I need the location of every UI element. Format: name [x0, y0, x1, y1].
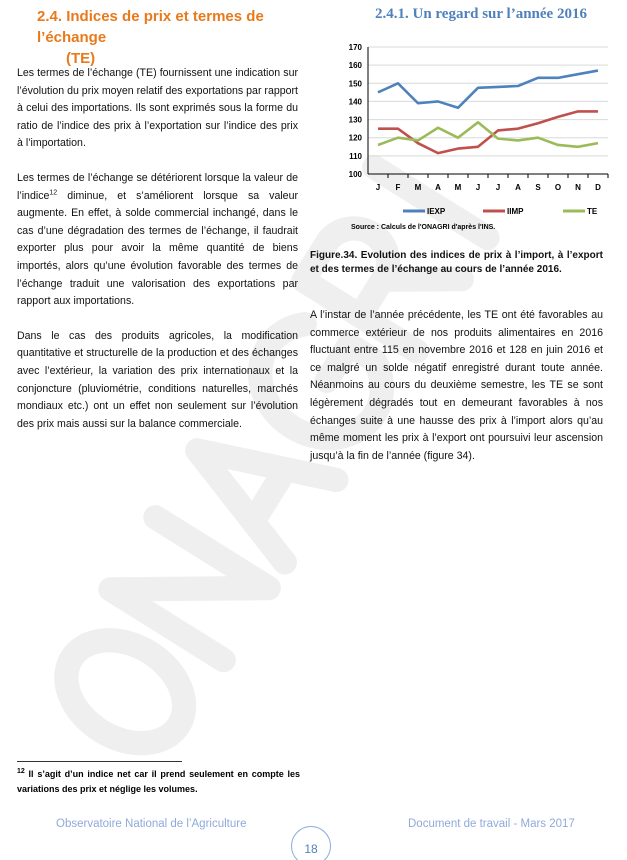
footnote-divider	[17, 761, 182, 762]
paragraph: A l’instar de l’année précédente, les TE…	[310, 309, 603, 462]
watermark-letter	[185, 438, 349, 575]
y-tick-label: 120	[349, 134, 363, 143]
y-tick-label: 130	[349, 116, 363, 125]
footnote-number: 12	[17, 768, 25, 775]
footnote-ref[interactable]: 12	[49, 189, 58, 197]
right-column: A l’instar de l’année précédente, les TE…	[310, 307, 603, 482]
y-tick-label: 160	[349, 61, 363, 70]
y-tick-label: 110	[349, 152, 362, 161]
footnote-text: Il s’agit d’un indice net car il prend s…	[17, 769, 300, 794]
legend-label: IIMP	[507, 207, 524, 216]
x-tick-label: A	[515, 183, 521, 192]
watermark-letter	[98, 505, 281, 673]
paragraph: Les termes de l’échange (TE) fournissent…	[17, 67, 298, 150]
section-title: Indices de prix et termes de l’échange	[37, 8, 264, 46]
x-tick-label: F	[396, 183, 401, 192]
page-number: 18	[291, 826, 331, 860]
x-tick-label: J	[476, 183, 480, 192]
watermark-letter	[54, 628, 197, 756]
watermark-letter	[248, 312, 395, 451]
x-tick-label: M	[415, 183, 422, 192]
watermark-logo	[54, 155, 500, 756]
footer-right: Document de travail - Mars 2017	[408, 818, 575, 830]
x-tick-label: J	[376, 183, 380, 192]
paragraph: Dans le cas des produits agricoles, la m…	[17, 329, 298, 430]
figure-caption: Figure.34. Evolution des indices de prix…	[310, 250, 603, 275]
section-title-line2: (TE)	[66, 50, 96, 67]
y-tick-label: 170	[349, 43, 363, 52]
y-tick-label: 150	[349, 79, 363, 88]
text: Les termes de l’échange se détériorent l…	[17, 171, 298, 202]
left-column: Les termes de l’échange (TE) fournissent…	[17, 65, 298, 450]
section-heading: 2.4. Indices de prix et termes de l’écha…	[37, 6, 317, 69]
series-line-iexp	[377, 69, 599, 110]
text: diminue, et s’améliorent lorsque sa vale…	[17, 189, 298, 308]
x-tick-label: S	[535, 183, 541, 192]
legend-label: IEXP	[427, 207, 446, 216]
x-tick-label: A	[435, 183, 441, 192]
footer-left: Observatoire National de l’Agriculture	[56, 818, 247, 830]
y-tick-label: 140	[349, 97, 363, 106]
x-tick-label: J	[496, 183, 500, 192]
legend-label: TE	[587, 207, 598, 216]
x-tick-label: O	[555, 183, 561, 192]
x-tick-label: D	[595, 183, 601, 192]
section-number: 2.4.	[37, 8, 63, 25]
watermark-letter	[362, 155, 500, 251]
chart-source: Source : Calculs de l'ONAGRI d'après l'I…	[351, 224, 495, 231]
subsection-heading: 2.4.1. Un regard sur l’année 2016	[375, 6, 587, 22]
footnote: 12 Il s’agit d’un indice net car il pren…	[17, 767, 300, 797]
line-chart: 100 110 120 130 140 150 160 170 J F M A M J J A S O N D IEXP…	[349, 43, 609, 231]
y-tick-label: 100	[349, 170, 363, 179]
paragraph: Les termes de l’échange se détériorent l…	[17, 170, 298, 311]
watermark-letter	[291, 216, 474, 364]
x-tick-label: N	[575, 183, 581, 192]
series-line-te	[377, 120, 599, 149]
x-tick-label: M	[455, 183, 462, 192]
